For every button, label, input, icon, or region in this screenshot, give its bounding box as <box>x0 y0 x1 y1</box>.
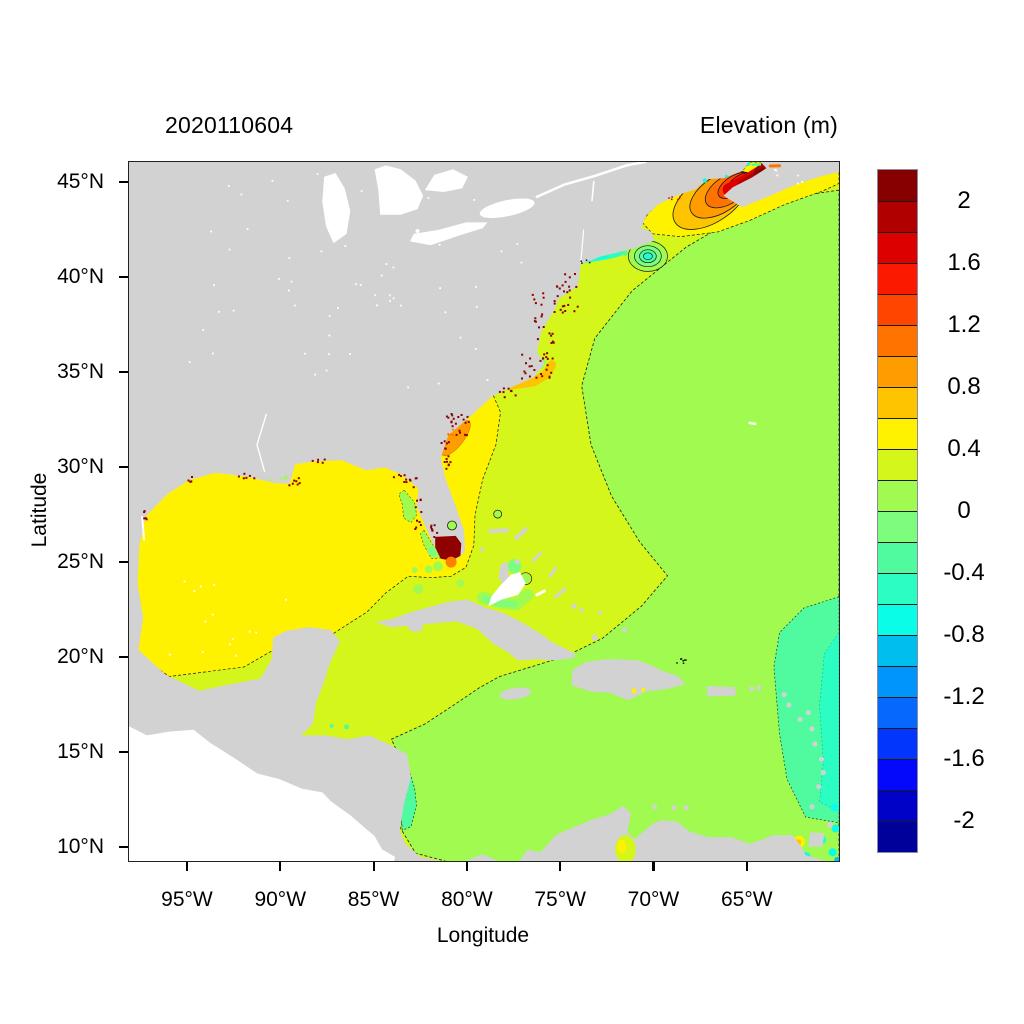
y-tick-label: 35°N <box>57 359 104 383</box>
x-tick-label: 80°W <box>441 888 493 911</box>
y-tick-label: 15°N <box>57 739 104 763</box>
colorbar-segment <box>878 449 917 480</box>
colorbar-segment <box>878 759 917 790</box>
colorbar-segment <box>878 573 917 604</box>
y-tick-label: 40°N <box>57 264 104 288</box>
x-tick-mark <box>465 862 469 871</box>
x-tick-mark <box>652 862 655 871</box>
y-axis-label: Latitude <box>28 472 51 548</box>
x-axis-label: Longitude <box>436 924 530 947</box>
colorbar-segment <box>878 325 917 356</box>
colorbar-tick-label: -0.4 <box>943 559 985 586</box>
colorbar-segment <box>878 232 917 263</box>
colorbar-segment <box>878 418 917 449</box>
colorbar-tick-label: 2 <box>957 187 971 214</box>
y-tick-mark <box>119 370 128 373</box>
x-tick-label: 95°W <box>161 888 213 911</box>
map-plot-area <box>128 161 840 862</box>
colorbar-tick-label: -1.2 <box>943 683 985 710</box>
y-tick-mark <box>119 845 128 848</box>
x-tick-mark <box>372 862 375 871</box>
x-tick-mark <box>745 862 748 871</box>
colorbar-segment <box>878 635 917 666</box>
colorbar-segment <box>878 542 917 573</box>
x-tick-mark <box>559 862 562 871</box>
colorbar-tick-label: 1.2 <box>947 311 981 338</box>
y-tick-label: 10°N <box>57 834 104 858</box>
colorbar-tick-label: -0.8 <box>943 621 985 648</box>
x-tick-label: 75°W <box>534 888 586 911</box>
y-tick-mark <box>119 180 128 183</box>
colorbar-segment <box>878 201 917 232</box>
colorbar-segment <box>878 480 917 511</box>
x-tick-label: 65°W <box>720 888 773 911</box>
y-tick-mark <box>119 275 128 278</box>
colorbar-segment <box>878 356 917 387</box>
colorbar-segment <box>878 728 917 759</box>
colorbar-tick-label: -1.6 <box>943 745 985 772</box>
colorbar-tick-label: -2 <box>953 807 975 834</box>
y-tick-label: 20°N <box>57 644 104 668</box>
x-tick-label: 85°W <box>347 888 400 911</box>
colorbar-segment <box>878 604 917 635</box>
y-tick-mark <box>119 560 128 563</box>
contour-map <box>129 162 839 861</box>
x-tick-mark <box>279 862 282 871</box>
colorbar-segment <box>878 511 917 542</box>
y-tick-label: 30°N <box>57 454 104 478</box>
x-tick-label: 90°W <box>254 888 307 911</box>
x-tick-mark <box>185 862 189 871</box>
colorbar-title: Elevation (m) <box>699 112 838 138</box>
colorbar-tick-label: 0.4 <box>947 435 981 462</box>
colorbar-tick-label: 0 <box>957 497 971 524</box>
timestamp-title: 2020110604 <box>165 112 294 138</box>
colorbar-tick-label: 0.8 <box>947 373 981 400</box>
colorbar-segment <box>878 821 917 852</box>
y-tick-label: 25°N <box>57 549 104 573</box>
colorbar-segment <box>878 294 917 325</box>
colorbar-segment <box>878 697 917 728</box>
colorbar-segment <box>878 387 917 418</box>
colorbar-segment <box>878 263 917 294</box>
colorbar-segment <box>878 666 917 697</box>
colorbar <box>877 169 918 853</box>
y-tick-mark <box>119 465 128 468</box>
y-tick-mark <box>119 655 128 658</box>
colorbar-segment <box>878 790 917 821</box>
colorbar-segment <box>878 170 917 201</box>
map-layers <box>129 162 839 861</box>
y-tick-label: 45°N <box>57 169 104 193</box>
x-tick-label: 70°W <box>627 888 680 911</box>
colorbar-tick-label: 1.6 <box>947 249 981 276</box>
y-tick-mark <box>119 750 128 753</box>
